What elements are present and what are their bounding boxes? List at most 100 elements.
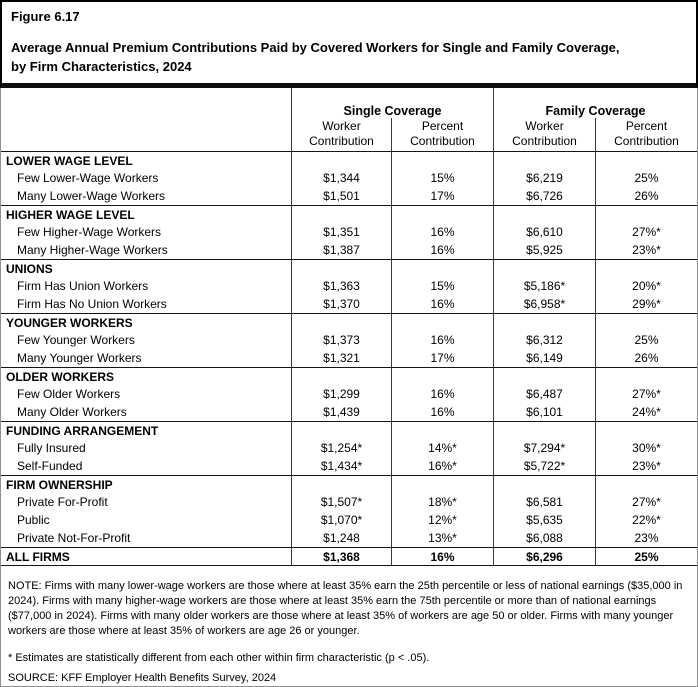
row-label: Many Older Workers	[17, 405, 127, 419]
section-header-empty-cell	[391, 367, 493, 385]
family-worker-contribution-header: Worker Contribution	[493, 118, 595, 151]
value-cell: 16%	[391, 385, 493, 403]
total-value-cell: 16%	[391, 547, 493, 566]
section-header-empty-cell	[595, 151, 697, 169]
section-header-empty-cell	[595, 259, 697, 277]
section-header-label: YOUNGER WORKERS	[1, 313, 291, 331]
section-header-empty-cell	[493, 151, 595, 169]
row-label: Self-Funded	[17, 459, 83, 473]
value-cell: 17%	[391, 187, 493, 205]
value-cell: $1,363	[291, 277, 391, 295]
total-row-label: ALL FIRMS	[1, 547, 291, 566]
value-cell: 16%*	[391, 457, 493, 475]
section-header-empty-cell	[391, 313, 493, 331]
section-header-empty-cell	[291, 475, 391, 493]
section-header-empty-cell	[391, 259, 493, 277]
section-header-empty-cell	[493, 259, 595, 277]
value-cell: 17%	[391, 349, 493, 367]
premium-table-body: LOWER WAGE LEVEL Few Lower-Wage Workers $1…	[1, 151, 697, 566]
value-cell: $1,344	[291, 169, 391, 187]
section-header-empty-cell	[291, 313, 391, 331]
value-cell: 23%*	[595, 241, 697, 259]
value-cell: 15%	[391, 169, 493, 187]
section-header-label: UNIONS	[1, 259, 291, 277]
total-value-cell: $6,296	[493, 547, 595, 566]
row-label: Few Lower-Wage Workers	[17, 171, 159, 185]
subheader-spacer	[1, 118, 291, 151]
header-spacer	[1, 88, 291, 118]
section-header-empty-cell	[391, 205, 493, 223]
row-label: Private Not-For-Profit	[17, 531, 131, 545]
value-cell: $1,373	[291, 331, 391, 349]
family-percent-contribution-header: Percent Contribution	[595, 118, 697, 151]
value-cell: $1,370	[291, 295, 391, 313]
section-header-empty-cell	[291, 151, 391, 169]
value-cell: 23%	[595, 529, 697, 547]
section-header-empty-cell	[493, 475, 595, 493]
notes-block: NOTE: Firms with many lower-wage workers…	[1, 566, 697, 686]
section-header-empty-cell	[595, 367, 697, 385]
total-value-cell: 25%	[595, 547, 697, 566]
single-coverage-group-header: Single Coverage	[291, 88, 493, 118]
value-cell: 26%	[595, 187, 697, 205]
family-coverage-group-header: Family Coverage	[493, 88, 697, 118]
section-header-empty-cell	[595, 205, 697, 223]
section-header-label: LOWER WAGE LEVEL	[1, 151, 291, 169]
section-header-empty-cell	[493, 421, 595, 439]
section-header-label: FUNDING ARRANGEMENT	[1, 421, 291, 439]
value-cell: 30%*	[595, 439, 697, 457]
value-cell: 13%*	[391, 529, 493, 547]
value-cell: 27%*	[595, 223, 697, 241]
row-label: Public	[17, 513, 50, 527]
figure-number: Figure 6.17	[11, 9, 80, 24]
section-header-empty-cell	[291, 367, 391, 385]
note-text: NOTE: Firms with many lower-wage workers…	[8, 580, 683, 637]
value-cell: $6,487	[493, 385, 595, 403]
section-header-empty-cell	[595, 475, 697, 493]
asterisk-note: * Estimates are statistically different …	[8, 652, 430, 664]
row-label: Many Higher-Wage Workers	[17, 243, 168, 257]
row-label: Firm Has Union Workers	[17, 279, 149, 293]
value-cell: $5,635	[493, 511, 595, 529]
row-label: Firm Has No Union Workers	[17, 297, 167, 311]
value-cell: $1,321	[291, 349, 391, 367]
value-cell: 25%	[595, 169, 697, 187]
value-cell: $1,434*	[291, 457, 391, 475]
section-header-empty-cell	[391, 475, 493, 493]
total-value-cell: $1,368	[291, 547, 391, 566]
content-area: Single Coverage Family Coverage Worker C…	[0, 88, 698, 687]
value-cell: 29%*	[595, 295, 697, 313]
value-cell: $6,088	[493, 529, 595, 547]
row-label: Many Lower-Wage Workers	[17, 189, 166, 203]
section-header-empty-cell	[595, 421, 697, 439]
value-cell: $6,610	[493, 223, 595, 241]
value-cell: $1,351	[291, 223, 391, 241]
value-cell: 16%	[391, 295, 493, 313]
value-cell: $1,248	[291, 529, 391, 547]
section-header-empty-cell	[493, 313, 595, 331]
value-cell: 16%	[391, 331, 493, 349]
section-header-empty-cell	[291, 259, 391, 277]
section-header-empty-cell	[391, 151, 493, 169]
value-cell: $6,101	[493, 403, 595, 421]
value-cell: 27%*	[595, 493, 697, 511]
value-cell: 18%*	[391, 493, 493, 511]
value-cell: 24%*	[595, 403, 697, 421]
source-line: SOURCE: KFF Employer Health Benefits Sur…	[8, 672, 277, 684]
value-cell: $6,581	[493, 493, 595, 511]
row-label: Fully Insured	[17, 441, 86, 455]
value-cell: $1,387	[291, 241, 391, 259]
value-cell: $1,439	[291, 403, 391, 421]
value-cell: 16%	[391, 403, 493, 421]
section-header-label: FIRM OWNERSHIP	[1, 475, 291, 493]
value-cell: 25%	[595, 331, 697, 349]
section-header-label: OLDER WORKERS	[1, 367, 291, 385]
value-cell: $6,958*	[493, 295, 595, 313]
value-cell: $6,312	[493, 331, 595, 349]
value-cell: $1,507*	[291, 493, 391, 511]
single-percent-contribution-header: Percent Contribution	[391, 118, 493, 151]
value-cell: $1,070*	[291, 511, 391, 529]
value-cell: 16%	[391, 241, 493, 259]
section-header-label: HIGHER WAGE LEVEL	[1, 205, 291, 223]
value-cell: $7,294*	[493, 439, 595, 457]
